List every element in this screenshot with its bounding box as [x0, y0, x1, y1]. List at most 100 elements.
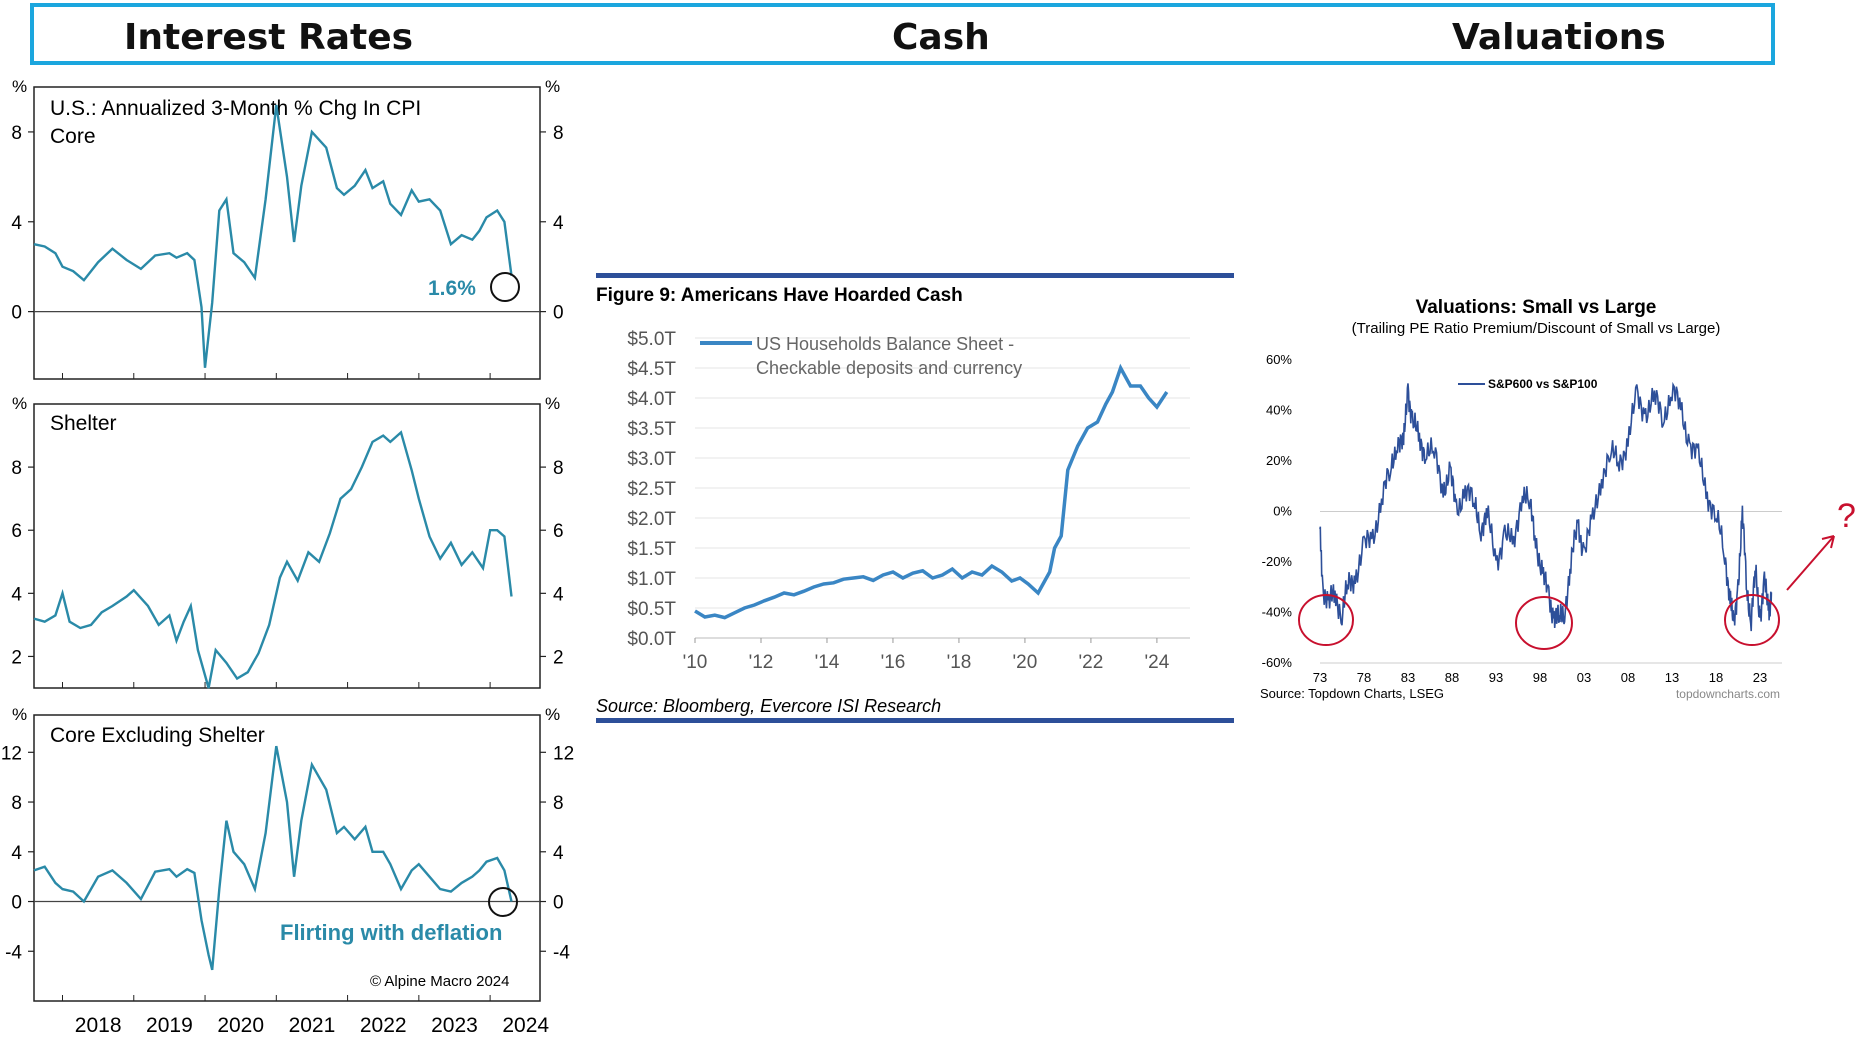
cpi-core-end-circle — [490, 272, 520, 302]
valuations-xtick-label: 78 — [1357, 670, 1371, 685]
cash-xtick-label: '12 — [749, 652, 774, 673]
shelter-ytick-label-right: 2 — [553, 647, 564, 668]
valuations-xtick-label: 08 — [1621, 670, 1635, 685]
cpi-core-ytick-label-right: 4 — [553, 213, 564, 234]
cash-xtick-label: '24 — [1145, 652, 1170, 673]
core-ex-shelter-frame — [33, 714, 541, 1002]
shelter-panel: % % Shelter 2 2 4 4 6 6 8 8 — [11, 394, 564, 689]
cash-chart: Figure 9: Americans Have Hoarded Cash $0… — [596, 273, 1234, 723]
cash-ytick-label: $2.0T — [627, 509, 676, 530]
cpi-core-title: U.S.: Annualized 3-Month % Chg In CPI Cor… — [50, 97, 421, 148]
core-ex-shelter-end-circle — [488, 887, 518, 917]
cpi-core-ytick-label-right: 8 — [553, 123, 564, 144]
cpi-core-frame — [33, 86, 541, 380]
shelter-unit-right: % — [545, 394, 560, 413]
cash-xtick-label: '22 — [1079, 652, 1104, 673]
valuations-legend: S&P600 vs S&P100 — [1488, 377, 1598, 391]
cpi-core-panel: % % U.S.: Annualized 3-Month % Chg In CP… — [11, 77, 564, 380]
year-tick-label: 2020 — [217, 1014, 264, 1037]
cash-bottom-rule — [596, 718, 1234, 723]
header-interest-rates: Interest Rates — [124, 17, 414, 58]
valuations-xtick-label: 88 — [1445, 670, 1459, 685]
year-tick-label: 2024 — [502, 1014, 549, 1037]
core-ex-shelter-ytick-label-left: 4 — [11, 843, 22, 864]
valuations-circle-1973 — [1298, 594, 1354, 646]
valuations-subtitle: (Trailing PE Ratio Premium/Discount of S… — [1352, 320, 1721, 337]
core-ex-shelter-ytick-label-right: 8 — [553, 793, 564, 814]
shelter-title: Shelter — [50, 412, 117, 435]
shelter-ytick-label-right: 6 — [553, 521, 564, 542]
header-cash: Cash — [892, 17, 990, 58]
cash-ytick-label: $3.0T — [627, 449, 676, 470]
valuations-circle-2000 — [1515, 596, 1573, 650]
valuations-source: Source: Topdown Charts, LSEG — [1260, 686, 1444, 701]
valuations-xtick-label: 13 — [1665, 670, 1679, 685]
cash-top-rule — [596, 273, 1234, 278]
core-ex-shelter-ytick-label-left: -4 — [5, 942, 22, 963]
valuations-xtick-label: 18 — [1709, 670, 1723, 685]
shelter-ytick-label-left: 4 — [11, 584, 22, 605]
cash-ytick-label: $2.5T — [627, 479, 676, 500]
shelter-ytick-label-right: 8 — [553, 458, 564, 479]
header-banner: Interest Rates Cash Valuations — [30, 3, 1775, 65]
cpi-core-ytick-label-left: 8 — [11, 123, 22, 144]
shelter-ytick-label-left: 8 — [11, 458, 22, 479]
core-ex-shelter-ytick-label-left: 12 — [1, 743, 22, 764]
cash-xtick-label: '10 — [683, 652, 708, 673]
shelter-unit-left: % — [12, 394, 27, 413]
cash-ytick-label: $5.0T — [627, 329, 676, 350]
valuations-question-mark: ? — [1837, 497, 1856, 535]
valuations-up-arrow — [1786, 535, 1835, 591]
year-tick-label: 2022 — [360, 1014, 407, 1037]
cash-ytick-label: $4.0T — [627, 389, 676, 410]
valuations-ytick-label: -20% — [1262, 554, 1293, 569]
cash-xtick-label: '14 — [815, 652, 840, 673]
cash-ytick-label: $3.5T — [627, 419, 676, 440]
shelter-ytick-label-left: 6 — [11, 521, 22, 542]
core-ex-shelter-ytick-label-right: 4 — [553, 843, 564, 864]
valuations-arrow-head — [1821, 535, 1835, 549]
valuations-ytick-label: -40% — [1262, 605, 1293, 620]
year-tick-label: 2021 — [289, 1014, 336, 1037]
shelter-ytick-label-right: 4 — [553, 584, 564, 605]
year-tick-label: 2018 — [75, 1014, 122, 1037]
valuations-watermark: topdowncharts.com — [1676, 687, 1780, 701]
cpi-core-ytick-label-right: 0 — [553, 303, 564, 324]
cpi-core-ytick-label-left: 4 — [11, 213, 22, 234]
year-tick-label: 2019 — [146, 1014, 193, 1037]
cash-series-line — [694, 363, 1169, 620]
cpi-core-series-line — [33, 104, 513, 368]
valuations-circle-2023 — [1724, 594, 1780, 646]
cash-xtick-label: '20 — [1013, 652, 1038, 673]
valuations-title: Valuations: Small vs Large — [1416, 297, 1657, 318]
valuations-xtick-label: 93 — [1489, 670, 1503, 685]
valuations-xtick-label: 83 — [1401, 670, 1415, 685]
valuations-chart: Valuations: Small vs Large (Trailing PE … — [1260, 297, 1856, 701]
cash-legend-line2: Checkable deposits and currency — [756, 358, 1022, 378]
core-ex-shelter-ytick-label-left: 8 — [11, 793, 22, 814]
shelter-ytick-label-left: 2 — [11, 647, 22, 668]
valuations-xtick-label: 73 — [1313, 670, 1327, 685]
cash-ytick-label: $0.5T — [627, 599, 676, 620]
year-tick-label: 2023 — [431, 1014, 478, 1037]
cash-legend-line1: US Households Balance Sheet - — [756, 334, 1014, 354]
valuations-xtick-label: 98 — [1533, 670, 1547, 685]
valuations-ytick-label: 60% — [1266, 352, 1292, 367]
valuations-ytick-label: 40% — [1266, 403, 1292, 418]
shelter-frame — [33, 403, 541, 689]
cash-xtick-label: '18 — [947, 652, 972, 673]
cpi-core-ytick-label-left: 0 — [11, 303, 22, 324]
core-ex-shelter-unit-left: % — [12, 705, 27, 724]
core-ex-shelter-panel: % % Core Excluding Shelter -4 -4 0 0 4 4 8 8 12 1… — [1, 705, 574, 1002]
core-ex-shelter-series-line — [33, 745, 513, 971]
valuations-xtick-label: 03 — [1577, 670, 1591, 685]
shelter-series-line — [33, 430, 513, 689]
valuations-series-line — [1319, 381, 1773, 632]
cpi-core-annotation: 1.6% — [428, 277, 476, 300]
core-ex-shelter-unit-right: % — [545, 705, 560, 724]
cash-ytick-label: $1.0T — [627, 569, 676, 590]
core-ex-shelter-ytick-label-right: 0 — [553, 893, 564, 914]
valuations-ytick-label: -60% — [1262, 655, 1293, 670]
cpi-core-unit-left: % — [12, 77, 27, 96]
cash-chart-title: Figure 9: Americans Have Hoarded Cash — [596, 285, 963, 306]
